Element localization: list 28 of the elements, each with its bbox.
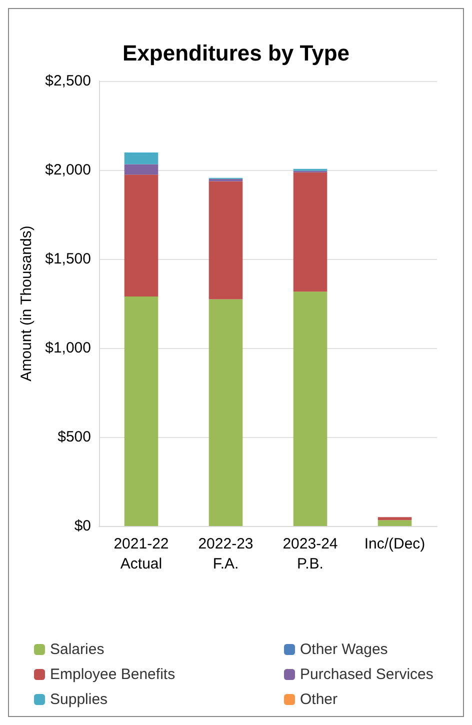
legend-label: Employee Benefits xyxy=(50,666,176,683)
y-tick-label: $1,000 xyxy=(45,340,91,356)
bar xyxy=(208,181,243,300)
legend-label: Purchased Services xyxy=(300,666,434,683)
x-tick-label: 2021-22 Actual xyxy=(114,536,169,572)
legend-label: Salaries xyxy=(50,641,104,658)
bar xyxy=(124,152,158,164)
bar xyxy=(124,174,158,297)
legend-label: Other Wages xyxy=(300,641,388,658)
legend-label: Other xyxy=(300,691,338,708)
y-tick-label: $2,500 xyxy=(45,72,91,90)
bar xyxy=(124,164,158,175)
bar xyxy=(293,172,328,292)
bar xyxy=(378,520,412,526)
x-tick-label: 2022-23 F.A. xyxy=(198,536,254,572)
bar xyxy=(293,292,328,526)
x-tick-label: Inc/(Dec) xyxy=(364,536,426,552)
y-axis-title: Amount (in Thousands) xyxy=(18,226,36,382)
x-tick-label: 2023-24 P.B. xyxy=(282,536,338,572)
y-tick-label: $2,000 xyxy=(45,162,91,178)
legend-label: Supplies xyxy=(50,691,108,708)
bar xyxy=(124,296,158,526)
bar xyxy=(378,517,412,520)
y-tick-label: $500 xyxy=(58,428,91,446)
y-tick-label: $1,500 xyxy=(45,250,91,268)
y-tick-label: $0 xyxy=(74,518,91,534)
bar xyxy=(208,299,243,526)
chart-title: Expenditures by Type xyxy=(122,40,350,66)
